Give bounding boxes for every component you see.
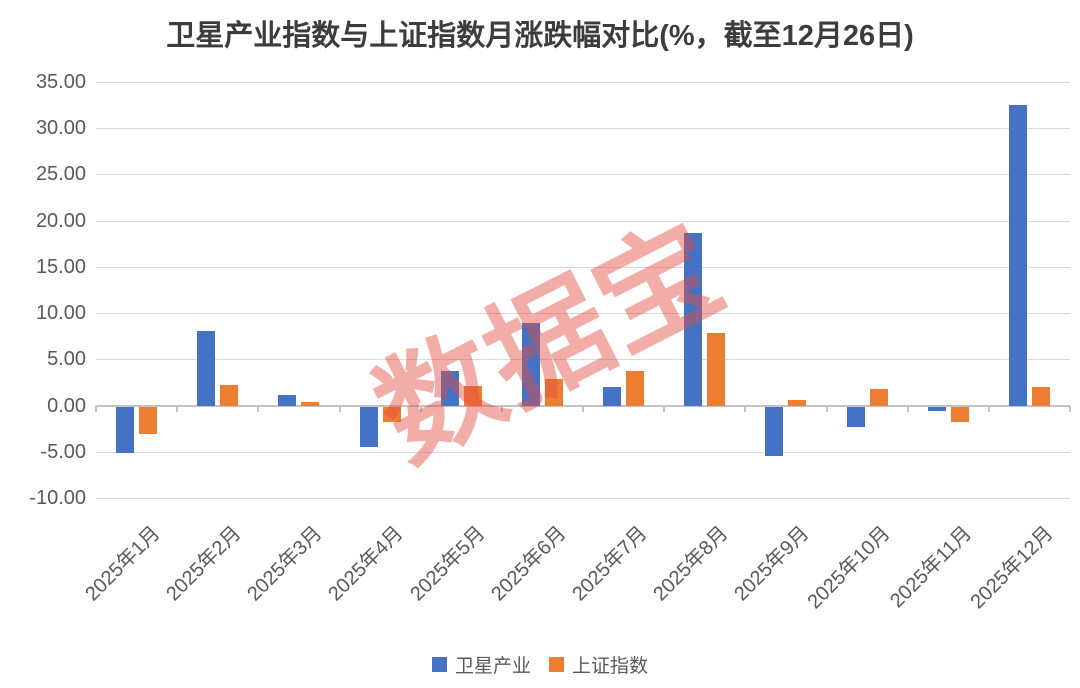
bar-satellite-industry-m8 <box>684 232 703 406</box>
y-axis-tick-label: 25.00 <box>35 163 86 186</box>
x-axis-label-m7: 2025年7月 <box>568 522 652 606</box>
x-axis-tick <box>825 405 828 412</box>
x-axis-label-m8: 2025年8月 <box>649 522 733 606</box>
bar-sse-index-m11 <box>950 406 969 423</box>
x-axis-label-m5: 2025年5月 <box>405 522 490 606</box>
bar-sse-index-m5 <box>463 386 482 406</box>
legend-item-satellite-industry: 卫星产业 <box>431 651 531 678</box>
gridline <box>96 220 1070 222</box>
bar-sse-index-m3 <box>301 401 320 406</box>
bar-sse-index-m9 <box>788 400 807 406</box>
bar-sse-index-m12 <box>1031 387 1050 406</box>
bar-sse-index-m2 <box>220 385 239 406</box>
legend-swatch-sse-index <box>549 657 564 672</box>
bar-satellite-industry-m1 <box>116 406 135 453</box>
legend-label-satellite-industry: 卫星产业 <box>454 656 531 677</box>
y-axis-tick-label: 30.00 <box>35 117 86 140</box>
x-axis-label-m2: 2025年2月 <box>162 522 246 606</box>
y-axis-tick-label: 0.00 <box>47 394 86 417</box>
x-axis-tick <box>257 405 260 412</box>
bar-sse-index-m4 <box>382 406 401 423</box>
bar-satellite-industry-m2 <box>197 330 216 406</box>
x-axis-tick <box>906 405 909 412</box>
x-axis-label-m11: 2025年11月 <box>886 522 977 613</box>
x-axis-tick <box>419 405 422 412</box>
y-axis-tick-label: 5.00 <box>47 348 86 371</box>
y-axis-tick-label: 15.00 <box>35 255 86 278</box>
x-axis-tick <box>744 405 747 412</box>
x-axis-tick <box>663 405 666 412</box>
legend-item-sse-index: 上证指数 <box>549 651 648 678</box>
bar-satellite-industry-m9 <box>765 406 784 456</box>
gridline <box>96 498 1070 499</box>
gridline <box>96 82 1070 83</box>
gridline <box>96 451 1070 453</box>
legend-swatch-satellite-industry <box>431 657 447 672</box>
x-axis-tick <box>987 405 990 412</box>
x-axis-label-m3: 2025年3月 <box>243 522 327 606</box>
gridline <box>96 266 1070 268</box>
bar-satellite-industry-m6 <box>521 323 540 406</box>
bar-sse-index-m10 <box>869 388 888 406</box>
bar-sse-index-m7 <box>626 371 645 406</box>
bar-sse-index-m6 <box>544 378 563 406</box>
x-axis-label-m12: 2025年12月 <box>966 522 1058 614</box>
bar-satellite-industry-m7 <box>603 387 622 406</box>
y-axis-tick-label: 10.00 <box>35 302 86 325</box>
bar-satellite-industry-m11 <box>927 406 946 412</box>
bar-satellite-industry-m12 <box>1008 105 1027 406</box>
gridline <box>96 174 1070 176</box>
x-axis-label-m10: 2025年10月 <box>803 522 895 614</box>
x-axis-label-m6: 2025年6月 <box>487 522 571 606</box>
legend-label-sse-index: 上证指数 <box>572 656 649 677</box>
bar-sse-index-m1 <box>139 406 158 435</box>
x-axis-label-m1: 2025年1月 <box>81 522 165 606</box>
bar-satellite-industry-m10 <box>846 406 865 427</box>
bar-satellite-industry-m3 <box>278 395 297 406</box>
bar-satellite-industry-m5 <box>440 371 459 406</box>
chart-title: 卫星产业指数与上证指数月涨跌幅对比(%，截至12月26日) <box>166 20 914 52</box>
y-axis-tick-label: -10.00 <box>29 487 86 509</box>
x-axis-tick <box>95 405 97 412</box>
x-axis-tick <box>176 405 179 412</box>
gridline <box>96 359 1070 361</box>
x-axis-label-m4: 2025年4月 <box>324 522 408 606</box>
x-axis-tick <box>500 405 503 412</box>
x-axis-tick <box>1069 405 1071 412</box>
bar-sse-index-m8 <box>707 332 726 406</box>
gridline <box>96 128 1070 130</box>
x-axis-tick <box>338 405 341 412</box>
y-axis-tick-label: 20.00 <box>35 209 86 232</box>
y-axis-tick-label: -5.00 <box>40 440 86 463</box>
bar-satellite-industry-m4 <box>359 406 378 448</box>
chart-legend: 卫星产业 上证指数 <box>0 651 1080 678</box>
gridline <box>96 313 1070 315</box>
x-axis-tick <box>582 405 584 412</box>
y-axis-tick-label: 35.00 <box>35 71 86 93</box>
